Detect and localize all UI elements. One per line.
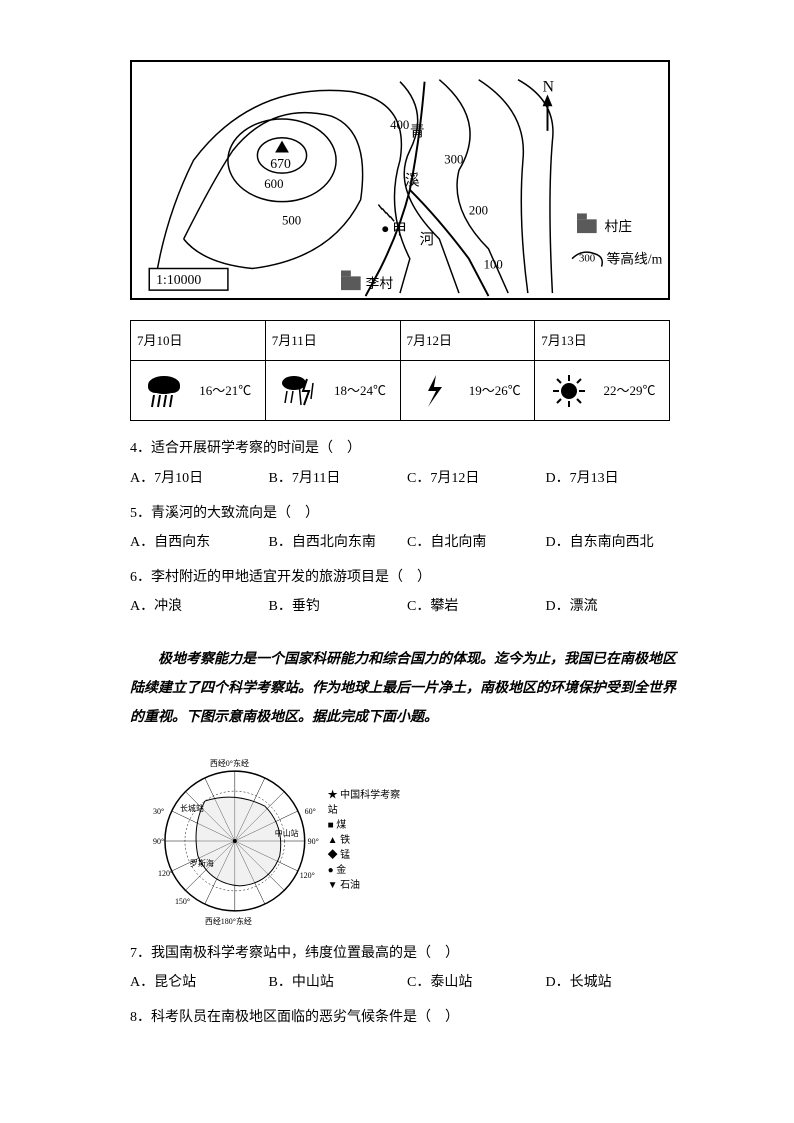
legend-item: ■ 煤 xyxy=(328,818,410,833)
legend-item: ▲ 铁 xyxy=(328,833,410,848)
option[interactable]: A．冲浪 xyxy=(130,594,269,619)
map-svg: 670 600 500 400 300 200 100 青 溪 河 甲 李村 1… xyxy=(132,62,668,298)
contour-map: 670 600 500 400 300 200 100 青 溪 河 甲 李村 1… xyxy=(130,60,670,300)
svg-text:120°: 120° xyxy=(300,871,315,880)
date-cell: 7月13日 xyxy=(535,321,670,361)
question-6: 6．李村附近的甲地适宜开发的旅游项目是（ ） xyxy=(130,565,684,590)
question-5: 5．青溪河的大致流向是（ ） xyxy=(130,501,684,526)
question-4: 4．适合开展研学考察的时间是（ ） xyxy=(130,436,684,461)
legend-item: ● 金 xyxy=(328,863,410,878)
option[interactable]: A．7月10日 xyxy=(130,466,269,491)
question-6-options: A．冲浪 B．垂钓 C．攀岩 D．漂流 xyxy=(130,594,684,619)
legend-village: 村庄 xyxy=(605,218,633,234)
map-scale: 1:10000 xyxy=(156,272,201,287)
contour-500: 500 xyxy=(282,213,301,227)
question-7: 7．我国南极科学考察站中，纬度位置最高的是（ ） xyxy=(130,941,684,966)
legend-title: ★ 中国科学考察站 xyxy=(328,788,410,818)
option[interactable]: B．自西北向东南 xyxy=(269,530,408,555)
passage-text: 极地考察能力是一个国家科研能力和综合国力的体现。迄今为止，我国已在南极地区陆续建… xyxy=(130,645,684,733)
svg-text:90°: 90° xyxy=(308,837,319,846)
bottom-label: 西经180°东经 xyxy=(205,916,252,926)
date-cell: 7月12日 xyxy=(400,321,535,361)
contour-600: 600 xyxy=(264,177,283,191)
option[interactable]: B．垂钓 xyxy=(269,594,408,619)
weather-table: 7月10日 7月11日 7月12日 7月13日 16～21℃ xyxy=(130,320,670,421)
question-8: 8．科考队员在南极地区面临的恶劣气候条件是（ ） xyxy=(130,1005,684,1030)
svg-text:90°: 90° xyxy=(153,837,164,846)
point-label: 甲 xyxy=(392,222,407,238)
option[interactable]: A．自西向东 xyxy=(130,530,269,555)
option[interactable]: C．自北向南 xyxy=(407,530,546,555)
option[interactable]: D．自东南向西北 xyxy=(546,530,685,555)
antarctic-map: 西经0°东经 西经180°东经 30° 90° 120° 150° 60° 90… xyxy=(150,751,410,931)
river-char3: 河 xyxy=(420,231,435,248)
sunny-icon xyxy=(549,371,589,411)
temp-text: 18～24℃ xyxy=(334,379,386,402)
temp-text: 16～21℃ xyxy=(199,379,251,402)
antarctic-legend: ★ 中国科学考察站 ■ 煤 ▲ 铁 ◆ 锰 ● 金 ▼ 石油 xyxy=(328,788,410,893)
contour-300: 300 xyxy=(444,152,463,166)
date-cell: 7月10日 xyxy=(131,321,266,361)
temp-text: 22～29℃ xyxy=(604,379,656,402)
rain-thunder-icon xyxy=(279,371,319,411)
heavy-rain-icon xyxy=(144,371,184,411)
option[interactable]: C．攀岩 xyxy=(407,594,546,619)
legend-item: ◆ 锰 xyxy=(328,848,410,863)
svg-text:120°: 120° xyxy=(158,869,173,878)
option[interactable]: C．泰山站 xyxy=(407,970,546,995)
question-5-options: A．自西向东 B．自西北向东南 C．自北向南 D．自东南向西北 xyxy=(130,530,684,555)
top-label: 西经0°东经 xyxy=(210,758,249,768)
legend-contour-val: 300 xyxy=(579,253,595,265)
village-name: 李村 xyxy=(366,276,394,291)
option[interactable]: D．长城站 xyxy=(546,970,685,995)
weather-cell: 19～26℃ xyxy=(400,361,535,421)
legend-contour: 等高线/m xyxy=(607,251,663,267)
option[interactable]: B．中山站 xyxy=(269,970,408,995)
weather-row: 16～21℃ 18～24℃ 19～26℃ xyxy=(131,361,670,421)
weather-cell: 16～21℃ xyxy=(131,361,266,421)
north-label: N xyxy=(543,79,554,96)
question-7-options: A．昆仑站 B．中山站 C．泰山站 D．长城站 xyxy=(130,970,684,995)
peak-value: 670 xyxy=(270,156,291,171)
station1: 长城站 xyxy=(180,803,204,813)
antarctic-svg: 西经0°东经 西经180°东经 30° 90° 120° 150° 60° 90… xyxy=(150,756,320,926)
weather-cell: 22～29℃ xyxy=(535,361,670,421)
thunder-icon xyxy=(414,371,454,411)
option[interactable]: A．昆仑站 xyxy=(130,970,269,995)
date-row: 7月10日 7月11日 7月12日 7月13日 xyxy=(131,321,670,361)
option[interactable]: C．7月12日 xyxy=(407,466,546,491)
option[interactable]: D．漂流 xyxy=(546,594,685,619)
svg-text:60°: 60° xyxy=(305,807,316,816)
temp-text: 19～26℃ xyxy=(469,379,521,402)
question-4-options: A．7月10日 B．7月11日 C．7月12日 D．7月13日 xyxy=(130,466,684,491)
feature1: 罗斯海 xyxy=(190,858,214,868)
contour-200: 200 xyxy=(469,203,488,217)
contour-100: 100 xyxy=(484,258,503,272)
river-char1: 青 xyxy=(410,123,425,140)
weather-cell: 18～24℃ xyxy=(265,361,400,421)
option[interactable]: B．7月11日 xyxy=(269,466,408,491)
date-cell: 7月11日 xyxy=(265,321,400,361)
station2: 中山站 xyxy=(275,828,299,838)
legend-item: ▼ 石油 xyxy=(328,878,410,893)
svg-text:150°: 150° xyxy=(175,897,190,906)
option[interactable]: D．7月13日 xyxy=(546,466,685,491)
river-char2: 溪 xyxy=(405,172,420,189)
svg-text:30°: 30° xyxy=(153,807,164,816)
contour-400: 400 xyxy=(390,118,409,132)
